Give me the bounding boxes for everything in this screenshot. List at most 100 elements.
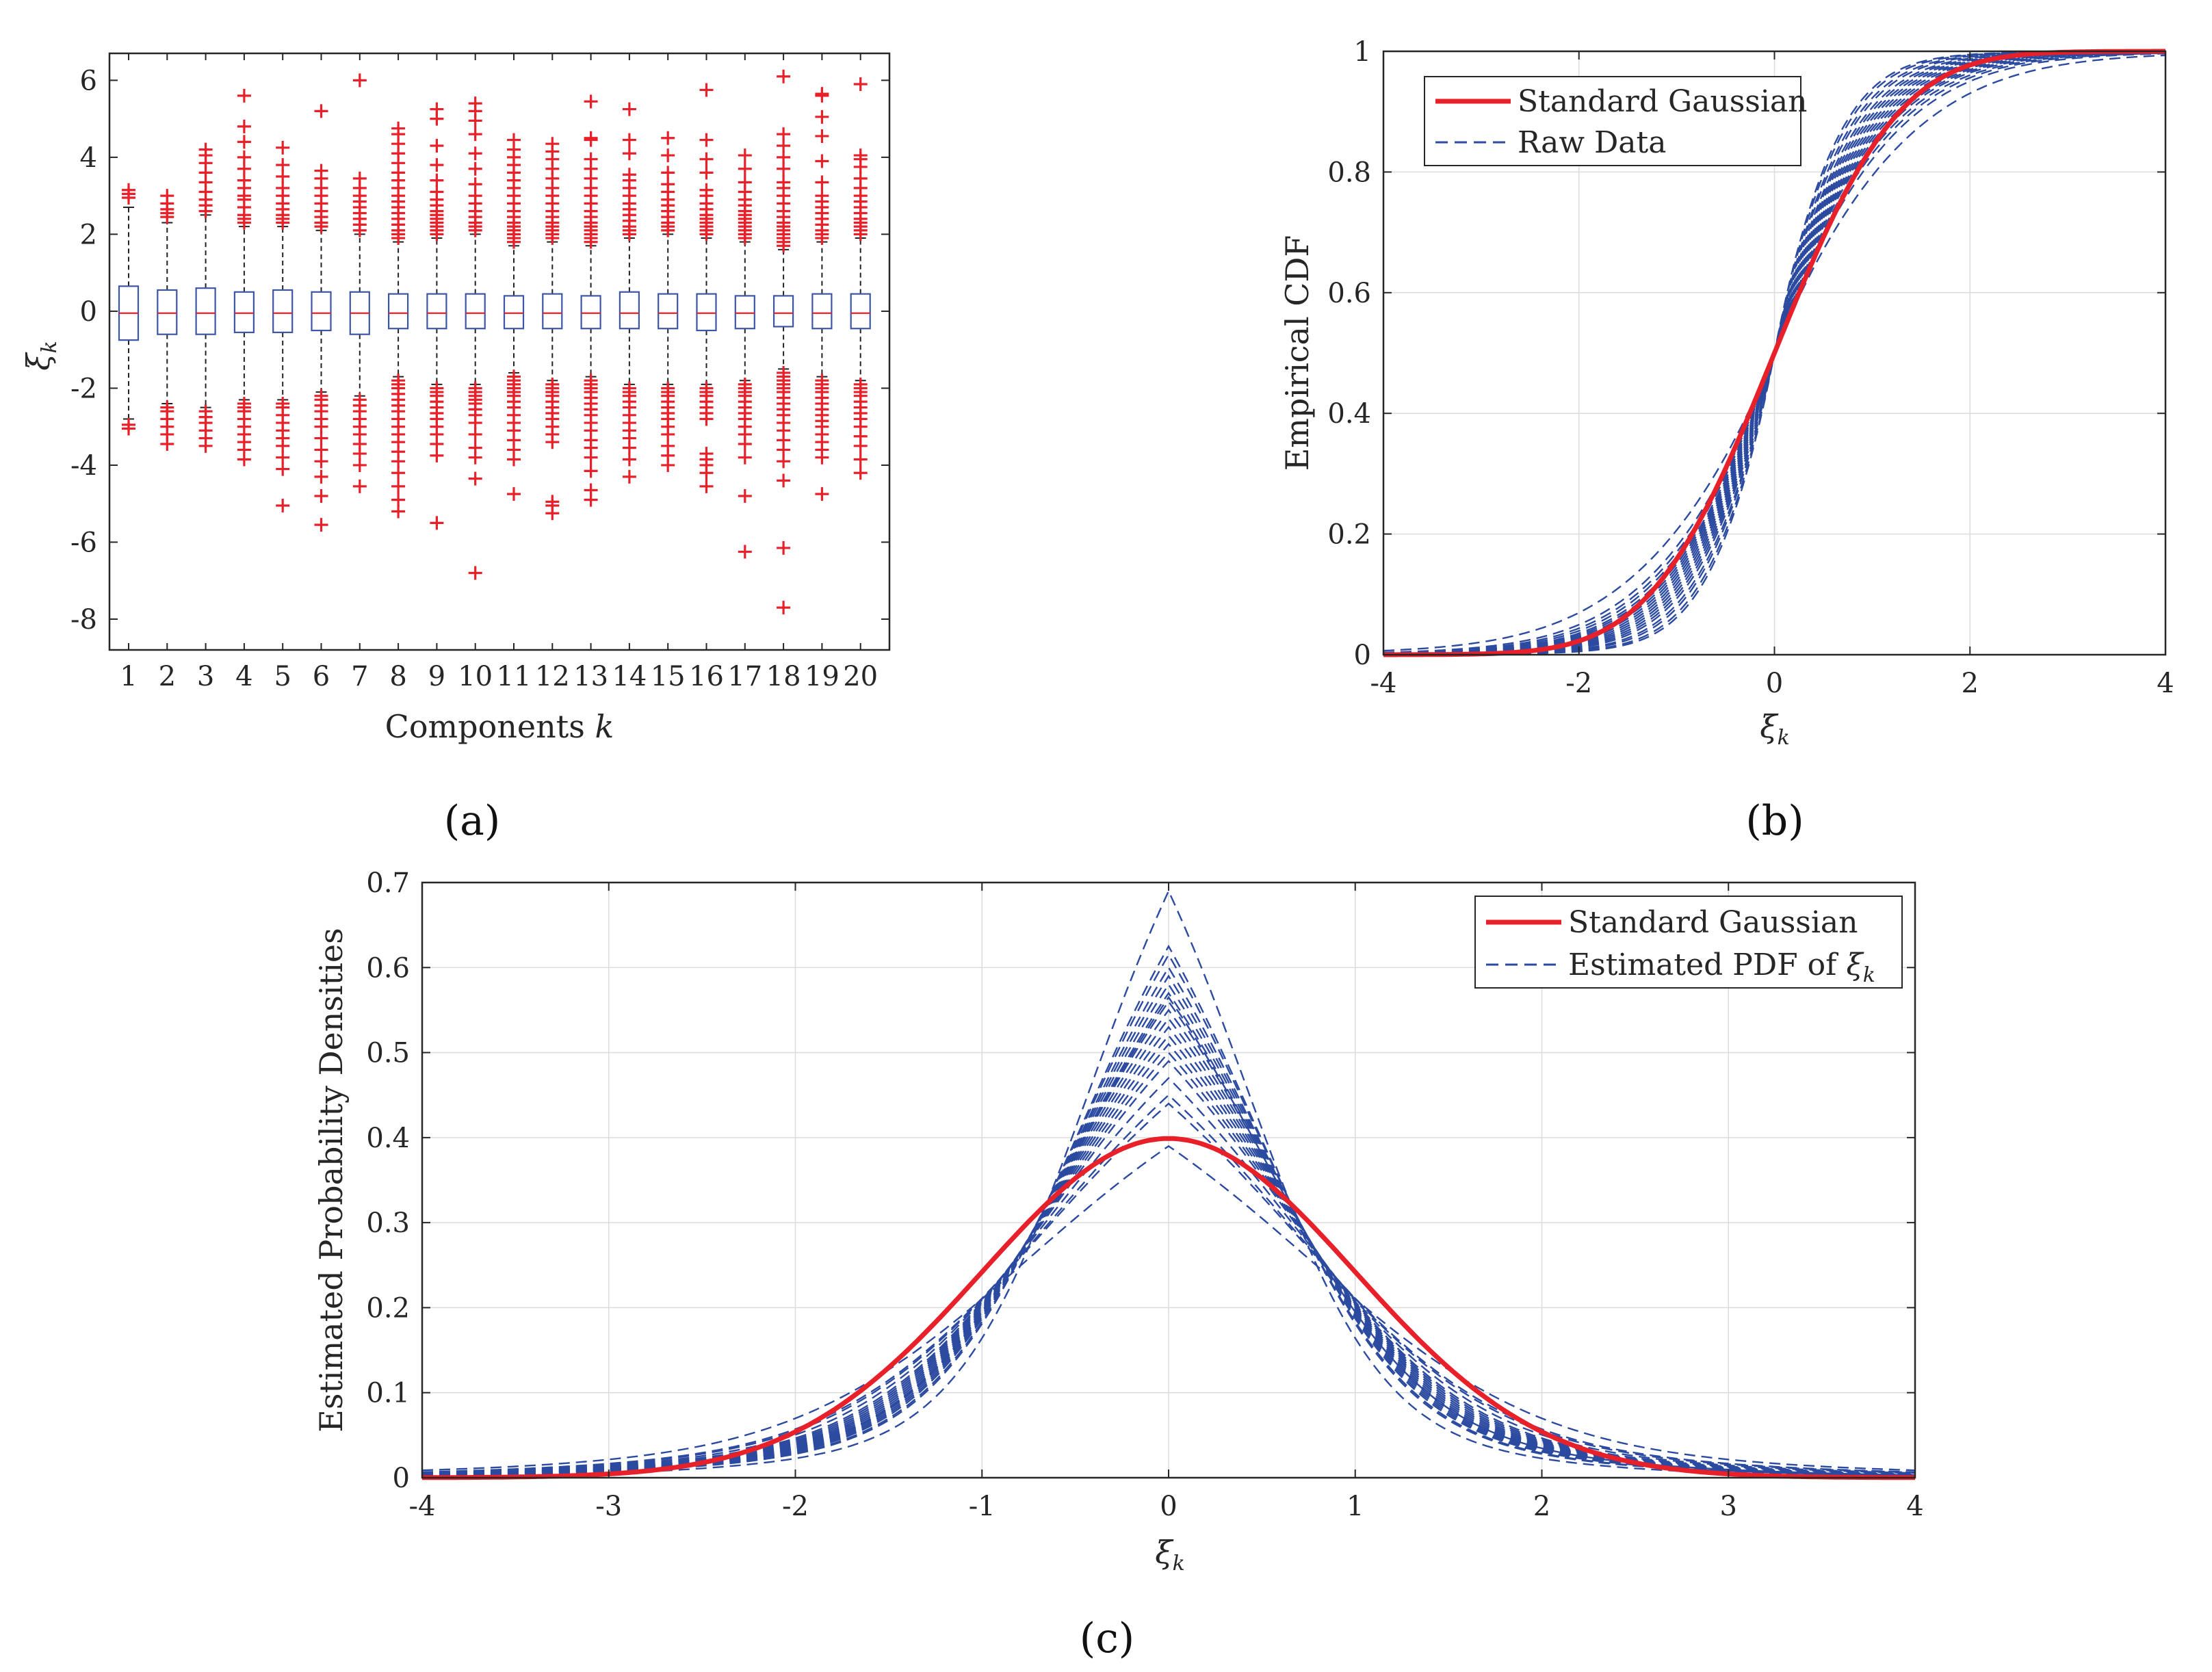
box-19	[811, 87, 833, 501]
outlier-marker	[853, 171, 868, 185]
outlier-marker	[391, 454, 406, 469]
x-tick-label-a: 11	[497, 661, 532, 692]
box-5	[272, 140, 294, 513]
outlier-marker	[815, 87, 829, 101]
series-raw-line	[421, 1102, 1916, 1474]
legend-b: Standard Gaussian Raw Data	[1424, 76, 1808, 166]
y-tick-label-c: 0.3	[366, 1207, 410, 1239]
x-tick-label-c: -2	[782, 1491, 809, 1522]
outlier-marker	[276, 450, 290, 465]
y-tick-label-c: 0.4	[366, 1123, 410, 1154]
boxplot-marks	[118, 69, 871, 615]
box-1	[118, 183, 140, 436]
outlier-marker	[738, 545, 752, 559]
box-4	[233, 88, 255, 467]
x-tick-label-a: 15	[651, 661, 686, 692]
outlier-marker	[314, 454, 328, 469]
x-tick-label-a: 17	[727, 661, 762, 692]
outlier-marker	[545, 435, 560, 449]
outlier-marker	[314, 518, 328, 532]
y-tick-label-a: -4	[70, 450, 97, 482]
outlier-marker	[391, 493, 406, 507]
outlier-marker	[160, 189, 174, 203]
x-tick-label-b: 4	[2157, 668, 2174, 699]
outlier-marker	[853, 77, 868, 92]
panel-label-a: (a)	[444, 797, 501, 845]
legend-label-gaussian: Standard Gaussian	[1518, 84, 1808, 119]
outlier-marker	[468, 127, 482, 142]
x-tick-label-a: 19	[805, 661, 840, 692]
outlier-marker	[276, 499, 290, 513]
box-14	[619, 102, 640, 484]
outlier-marker	[391, 121, 406, 135]
y-tick-label-a: 0	[80, 296, 97, 328]
outlier-marker	[430, 437, 444, 452]
outlier-marker	[738, 450, 752, 465]
outlier-marker	[738, 175, 752, 190]
outlier-marker	[314, 469, 328, 484]
outlier-marker	[391, 504, 406, 519]
outlier-marker	[584, 152, 598, 166]
y-tick-label-a: 6	[80, 65, 97, 96]
x-tick-label-c: -1	[969, 1491, 996, 1522]
outlier-marker	[507, 133, 521, 147]
outlier-marker	[738, 161, 752, 176]
outlier-marker	[237, 173, 251, 187]
outlier-marker	[699, 412, 714, 426]
panel-label-c: (c)	[1080, 1615, 1134, 1662]
x-tick-label-a: 18	[766, 661, 801, 692]
y-tick-label-b: 1	[1354, 36, 1371, 68]
series-raw-line	[421, 1077, 1916, 1474]
outlier-marker	[622, 102, 636, 116]
outlier-marker	[815, 487, 829, 501]
box-iqr	[580, 295, 601, 330]
box-iqr	[426, 293, 447, 330]
outlier-marker	[545, 137, 560, 151]
box-iqr	[811, 293, 833, 330]
x-tick-label-a: 16	[689, 661, 724, 692]
outlier-marker	[699, 166, 714, 180]
box-iqr	[465, 293, 486, 330]
outlier-marker	[468, 471, 482, 486]
outlier-marker	[661, 177, 675, 192]
box-6	[311, 104, 332, 532]
axis-ticks-b: -4 -2 0 2 4 0 0.2 0.4 0.6 0.8 1	[1327, 36, 2174, 699]
x-tick-label-a: 7	[351, 661, 368, 692]
outlier-marker	[584, 493, 598, 507]
outlier-marker	[430, 448, 444, 462]
outlier-marker	[468, 450, 482, 465]
outlier-marker	[777, 443, 791, 457]
legend-box-c	[1474, 896, 1903, 989]
y-tick-label-a: -8	[70, 604, 97, 636]
box-iqr	[696, 293, 717, 332]
x-tick-label-c: 4	[1906, 1491, 1923, 1522]
outlier-marker	[815, 450, 829, 465]
outlier-marker	[777, 150, 791, 164]
panel-c-pdf: -4 -3 -2 -1 0 1 2 3 4 0 0.1 0.2 0.3 0.4 0.5 0.6 0.7 Esti…	[313, 867, 1924, 1662]
box-20	[850, 77, 871, 480]
outlier-marker	[276, 158, 290, 172]
y-tick-label-b: 0.2	[1327, 519, 1371, 551]
box-iqr	[772, 295, 794, 328]
y-tick-label-b: 0.8	[1327, 157, 1371, 188]
outlier-marker	[777, 473, 791, 488]
outlier-marker	[430, 173, 444, 187]
outlier-marker	[237, 452, 251, 467]
series-raw-line	[421, 1145, 1916, 1472]
box-10	[465, 96, 486, 580]
box-3	[195, 142, 216, 453]
outlier-marker	[276, 181, 290, 195]
x-tick-label-a: 10	[458, 661, 493, 692]
y-tick-label-b: 0	[1354, 640, 1371, 671]
outlier-marker	[777, 127, 791, 142]
outlier-marker	[584, 94, 598, 109]
legend-c: Standard Gaussian Estimated PDF of ξk	[1474, 896, 1903, 989]
outlier-marker	[661, 427, 675, 441]
box-iqr	[542, 293, 563, 330]
outlier-marker	[777, 601, 791, 615]
legend-label-raw: Raw Data	[1518, 125, 1666, 160]
outlier-marker	[237, 161, 251, 176]
box-iqr	[233, 291, 255, 333]
outlier-marker	[468, 427, 482, 441]
